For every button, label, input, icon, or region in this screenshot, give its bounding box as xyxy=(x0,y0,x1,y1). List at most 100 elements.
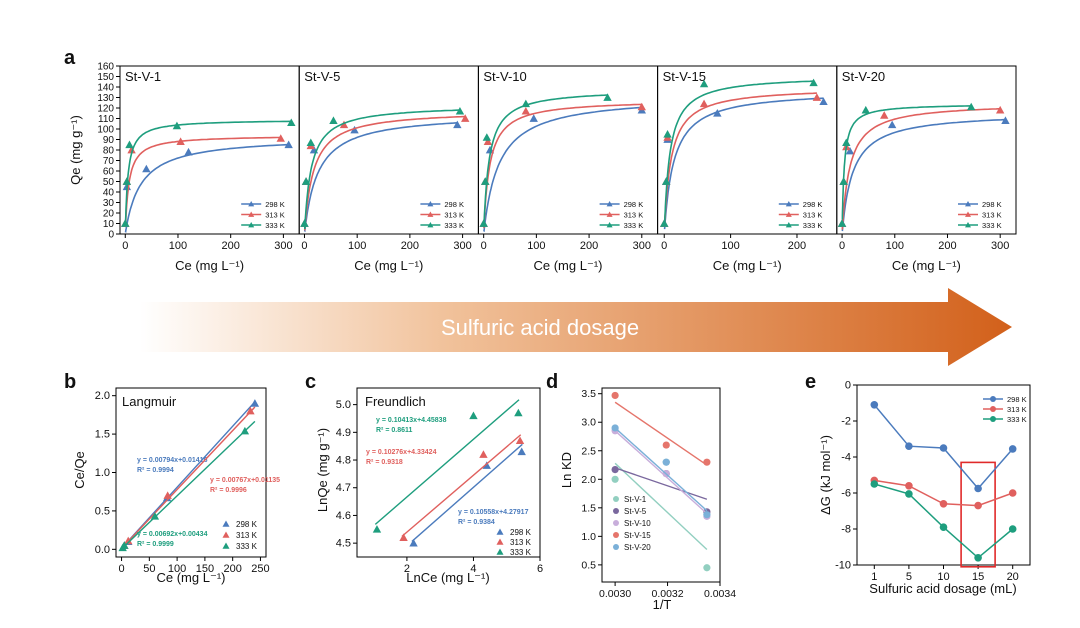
legend-label: 298 K xyxy=(265,200,285,209)
legend-label: 333 K xyxy=(982,221,1002,230)
data-point xyxy=(1008,489,1017,497)
data-point xyxy=(306,138,315,147)
fit-curve-313k xyxy=(124,136,281,228)
legend-marker xyxy=(248,222,255,228)
data-point xyxy=(837,219,847,227)
panel-b: b 0 50 100 150 200 250 0.0 0.5 1.0 1.5 2.0 Langmuir C… xyxy=(64,371,280,585)
subpanel-title: St-V-20 xyxy=(842,69,885,84)
y-tick-label: 0 xyxy=(108,230,114,241)
x-tick-label: 300 xyxy=(453,240,471,252)
x-tick-label: 4 xyxy=(470,563,476,575)
legend-label: 333 K xyxy=(624,221,644,230)
legend-marker xyxy=(496,538,504,545)
data-point xyxy=(399,533,408,541)
y-tick-label: -8 xyxy=(841,524,851,536)
legend-label: 333 K xyxy=(265,221,285,230)
data-point xyxy=(276,134,285,142)
fit-r2: R² = 0.9999 xyxy=(137,541,174,548)
fit-equation: y = 0.10558x+4.27917 xyxy=(458,509,529,516)
legend-marker xyxy=(248,201,255,207)
legend-marker xyxy=(496,528,504,535)
data-point xyxy=(481,177,490,185)
data-point xyxy=(455,106,465,115)
data-point xyxy=(880,111,889,119)
data-point xyxy=(974,484,982,493)
fit-equation: y = 0.10276x+4.33424 xyxy=(366,449,437,456)
legend-label: 298 K xyxy=(624,200,644,209)
fit-line xyxy=(121,401,256,549)
x-tick-label: 300 xyxy=(274,240,292,252)
data-point xyxy=(482,461,491,469)
data-point xyxy=(240,426,250,435)
x-tick-label: 300 xyxy=(991,240,1009,252)
data-point xyxy=(637,102,646,111)
data-point xyxy=(469,411,478,420)
legend-marker xyxy=(785,211,792,217)
legend-marker xyxy=(990,416,996,422)
legend-label: 333 K xyxy=(803,221,823,230)
fit-r2: R² = 0.9318 xyxy=(366,459,403,466)
x-tick-label: 100 xyxy=(168,563,186,575)
y-tick-label: 5.0 xyxy=(336,399,351,411)
x-axis-label: Ce (mg L⁻¹) xyxy=(157,570,226,585)
fit-r2: R² = 0.9996 xyxy=(210,487,247,494)
y-tick-label: 4.7 xyxy=(336,482,351,494)
x-axis-label: LnCe (mg L⁻¹) xyxy=(406,570,489,585)
y-tick-label: 40 xyxy=(103,188,115,199)
x-tick-label: 200 xyxy=(401,240,419,252)
data-point xyxy=(127,145,136,154)
sulfuric-acid-arrow: Sulfuric acid dosage xyxy=(140,288,1012,366)
data-point xyxy=(483,137,493,145)
y-tick-label: -10 xyxy=(835,560,851,572)
legend-label: 298 K xyxy=(444,200,464,209)
fit-curve-333k xyxy=(124,120,292,224)
x-axis-label: Ce (mg L⁻¹) xyxy=(713,258,782,273)
fit-line xyxy=(614,430,708,515)
fit-line xyxy=(121,406,256,549)
legend-label: 333 K xyxy=(444,221,464,230)
x-tick-label: 2 xyxy=(404,563,410,575)
legend-label: 313 K xyxy=(624,211,644,220)
data-point xyxy=(611,424,619,432)
data-point xyxy=(967,102,976,111)
data-point xyxy=(479,450,488,458)
data-point xyxy=(1008,525,1017,533)
legend-label: 333 K xyxy=(510,548,532,557)
data-point xyxy=(1001,116,1010,124)
data-point xyxy=(611,475,619,483)
data-point xyxy=(699,79,709,88)
y-tick-label: 0 xyxy=(845,380,851,392)
series-line-333k xyxy=(874,483,1014,559)
x-tick-label: 0 xyxy=(481,240,487,252)
legend-marker xyxy=(965,222,971,228)
fit-curve-298k xyxy=(303,122,458,232)
fit-equation: y = 0.00794x+0.01416 xyxy=(137,457,208,464)
x-tick-label: 100 xyxy=(721,240,739,252)
y-tick-label: 4.6 xyxy=(336,510,351,522)
legend-marker xyxy=(785,222,792,228)
data-point xyxy=(461,114,470,122)
y-tick-label: 4.5 xyxy=(336,538,351,550)
plot-frame xyxy=(356,387,541,558)
y-tick-label: 1.0 xyxy=(95,467,110,479)
x-tick-label: 150 xyxy=(196,563,214,575)
subpanel-title: St-V-15 xyxy=(663,69,706,84)
legend-label: St-V-10 xyxy=(624,519,651,528)
y-tick-label: 80 xyxy=(103,146,115,157)
x-axis-label: Ce (mg L⁻¹) xyxy=(354,258,423,273)
y-tick-label: 4.9 xyxy=(336,427,351,439)
legend-label: 313 K xyxy=(265,211,285,220)
fit-equation: y = 0.00692x+0.00434 xyxy=(137,531,208,538)
data-point xyxy=(662,441,670,449)
fit-line xyxy=(614,427,708,512)
data-point xyxy=(812,93,822,101)
legend-marker xyxy=(990,396,996,402)
data-point xyxy=(845,146,855,155)
data-point xyxy=(699,99,709,108)
plot-frame xyxy=(856,384,1031,566)
fit-curve-313k xyxy=(663,92,817,227)
data-point xyxy=(124,536,133,545)
legend-marker xyxy=(606,201,613,207)
y-tick-label: -6 xyxy=(841,488,851,500)
data-point xyxy=(521,106,531,115)
